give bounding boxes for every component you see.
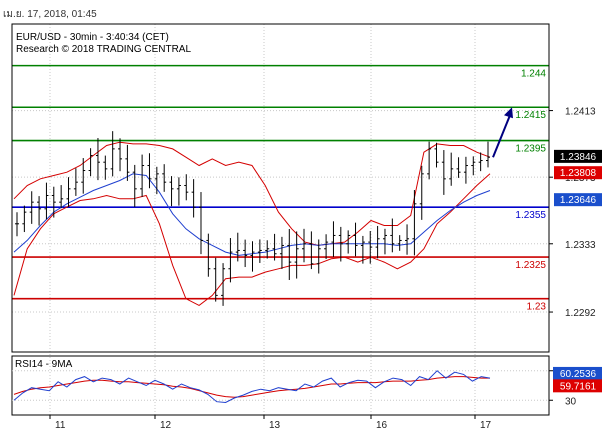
price-badge-label: 1.23846 xyxy=(560,152,597,163)
level-label: 1.2415 xyxy=(515,110,546,121)
rsi-label: RSI14 - 9MA xyxy=(15,359,73,370)
level-label: 1.2325 xyxy=(515,260,546,271)
rsi-ma-line xyxy=(13,376,490,398)
price-tick-label: 1.2333 xyxy=(565,240,596,251)
price-tick-label: 1.2292 xyxy=(565,308,596,319)
rsi-badge-label: 60.2536 xyxy=(560,369,597,380)
rsi-badge xyxy=(553,366,602,380)
rsi-panel-border xyxy=(11,355,550,416)
rsi-badge-label: 59.7161 xyxy=(560,381,597,392)
rsi-badge xyxy=(553,379,602,393)
level-label: 1.244 xyxy=(521,69,546,80)
price-badge xyxy=(554,149,602,163)
chart-subtitle: Research © 2018 TRADING CENTRAL xyxy=(16,44,191,55)
bollinger-upper-line xyxy=(13,141,491,246)
timestamp: เม.ย. 17, 2018, 01:45 xyxy=(3,9,97,20)
level-label: 1.23 xyxy=(527,302,547,313)
forecast-arrow-head xyxy=(504,107,513,119)
bollinger-lower-line xyxy=(13,173,491,306)
price-badge xyxy=(554,193,602,207)
x-tick-label: 11 xyxy=(55,420,66,431)
forecast-arrow-line xyxy=(492,114,511,158)
x-tick-label: 12 xyxy=(160,420,172,431)
main-panel-border xyxy=(11,23,550,353)
price-badge xyxy=(554,166,602,180)
price-badge-label: 1.23646 xyxy=(560,195,597,206)
price-tick-label: 1.2413 xyxy=(565,107,596,118)
x-tick-label: 17 xyxy=(480,420,492,431)
level-label: 1.2355 xyxy=(515,210,546,221)
level-label: 1.2395 xyxy=(515,144,546,155)
chart-title: EUR/USD - 30min - 3:40:34 (CET) xyxy=(16,32,169,43)
price-badge-label: 1.23808 xyxy=(560,168,597,179)
x-tick-label: 16 xyxy=(376,420,388,431)
rsi-tick-label: 30 xyxy=(565,396,577,407)
x-tick-label: 13 xyxy=(269,420,281,431)
rsi-line xyxy=(13,370,491,404)
